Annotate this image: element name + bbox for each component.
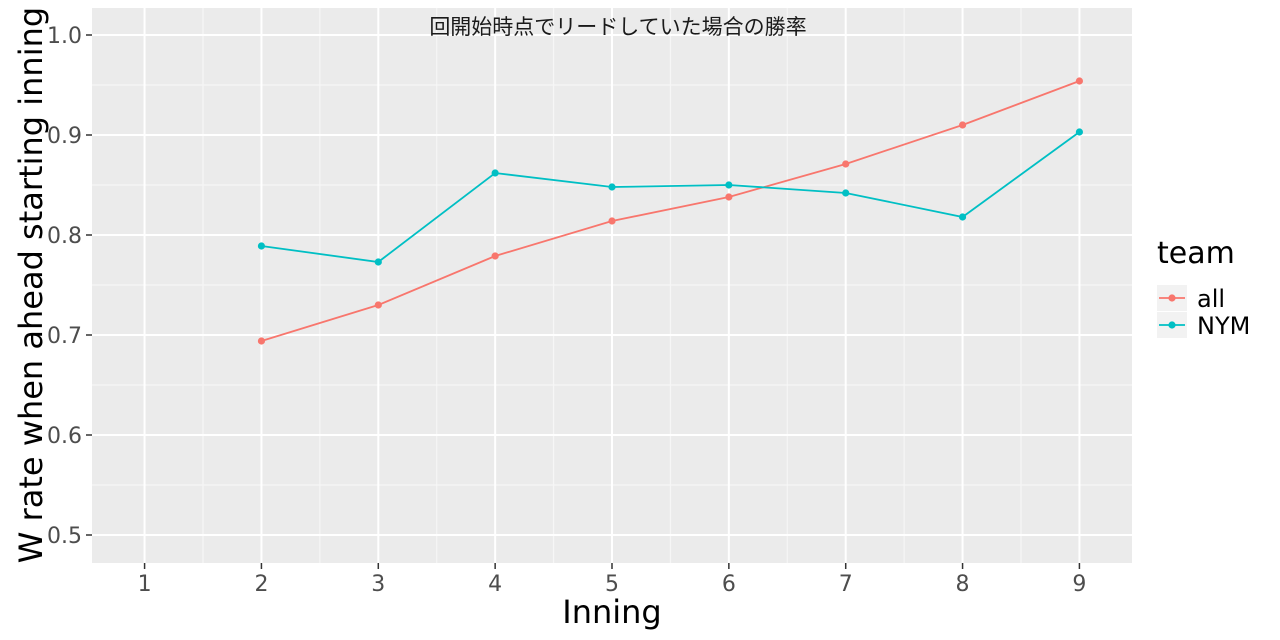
x-tick-label: 9 [1072, 572, 1086, 597]
x-tick-label: 2 [254, 572, 268, 597]
data-point-all [374, 301, 382, 309]
x-tick-label: 8 [956, 572, 970, 597]
data-point-nym [257, 242, 266, 250]
y-tick-label: 1.0 [47, 24, 82, 49]
y-tick-label: 0.5 [47, 524, 82, 549]
data-point-nym [1075, 128, 1084, 136]
x-tick-label: 1 [138, 572, 152, 597]
x-tick-label: 5 [605, 572, 619, 597]
y-tick-label: 0.9 [47, 124, 82, 149]
data-point-all [608, 217, 616, 225]
x-tick-label: 6 [722, 572, 736, 597]
x-tick-label: 3 [371, 572, 385, 597]
major-gridlines [92, 8, 1132, 563]
data-point-all [842, 160, 850, 168]
chart-title: 回開始時点でリードしていた場合の勝率 [429, 15, 806, 39]
y-tick-label: 0.6 [47, 424, 82, 449]
data-point-all [257, 337, 266, 345]
legend-item-all: all [1157, 285, 1225, 313]
x-tick-label: 7 [839, 572, 853, 597]
data-point-all [725, 193, 733, 201]
data-point-nym [725, 181, 733, 189]
series-line-all [261, 80, 1080, 342]
legend-key-point [1168, 321, 1176, 329]
x-tick-label: 4 [488, 572, 502, 597]
legend-key-point [1168, 294, 1176, 302]
y-axis: 0.5 0.6 0.7 0.8 0.9 1.0 [47, 24, 92, 549]
data-point-all [491, 252, 499, 260]
data-point-all [1075, 77, 1084, 85]
data-point-nym [958, 213, 967, 221]
y-tick-label: 0.7 [47, 324, 82, 349]
x-axis: 1 2 3 4 5 6 7 8 9 [138, 563, 1086, 597]
legend-title: team [1157, 236, 1235, 271]
data-point-nym [608, 183, 616, 191]
y-tick-label: 0.8 [47, 224, 82, 249]
legend-label: all [1197, 285, 1225, 313]
x-axis-title: Inning [562, 593, 661, 631]
series-line-nym [261, 131, 1080, 263]
legend-label: NYM [1197, 312, 1250, 340]
series-layer [257, 77, 1084, 345]
legend-item-nym: NYM [1157, 312, 1250, 340]
data-point-nym [374, 258, 382, 266]
y-axis-title: W rate when ahead starting inning [12, 7, 50, 563]
data-point-nym [491, 169, 499, 177]
data-point-all [958, 121, 967, 129]
data-point-nym [842, 189, 850, 197]
